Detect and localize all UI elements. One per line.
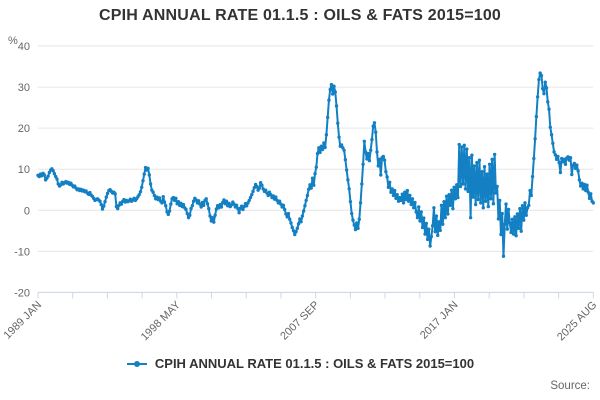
series-line[interactable] <box>37 72 595 258</box>
chart-title: CPIH ANNUAL RATE 01.1.5 : OILS & FATS 20… <box>98 7 502 24</box>
legend[interactable]: CPIH ANNUAL RATE 01.1.5 : OILS & FATS 20… <box>0 356 600 371</box>
y-axis-unit-label: % <box>8 35 18 47</box>
y-axis-tick-label: 10 <box>18 164 30 176</box>
y-axis-tick-label: 0 <box>24 205 30 217</box>
y-axis-tick-label: 20 <box>18 123 30 135</box>
x-axis-tick-label: 2017 JAN <box>418 299 461 342</box>
x-axis-tick-label: 1989 JAN <box>1 299 44 342</box>
y-axis-tick-label: 30 <box>18 82 30 94</box>
series-point-markers[interactable] <box>36 71 595 258</box>
y-axis-tick-label: -10 <box>14 246 30 258</box>
y-axis-tick-label: 40 <box>18 41 30 53</box>
legend-label: CPIH ANNUAL RATE 01.1.5 : OILS & FATS 20… <box>154 356 475 371</box>
legend-marker-icon <box>126 360 147 367</box>
y-axis-tick-label: -20 <box>14 287 30 299</box>
x-axis-tick-label: 2025 AUG <box>555 299 599 343</box>
x-axis-tick-label: 1998 MAY <box>139 299 184 344</box>
source-label: Source: <box>550 380 590 392</box>
x-axis-tick-label: 2007 SEP <box>278 299 322 343</box>
